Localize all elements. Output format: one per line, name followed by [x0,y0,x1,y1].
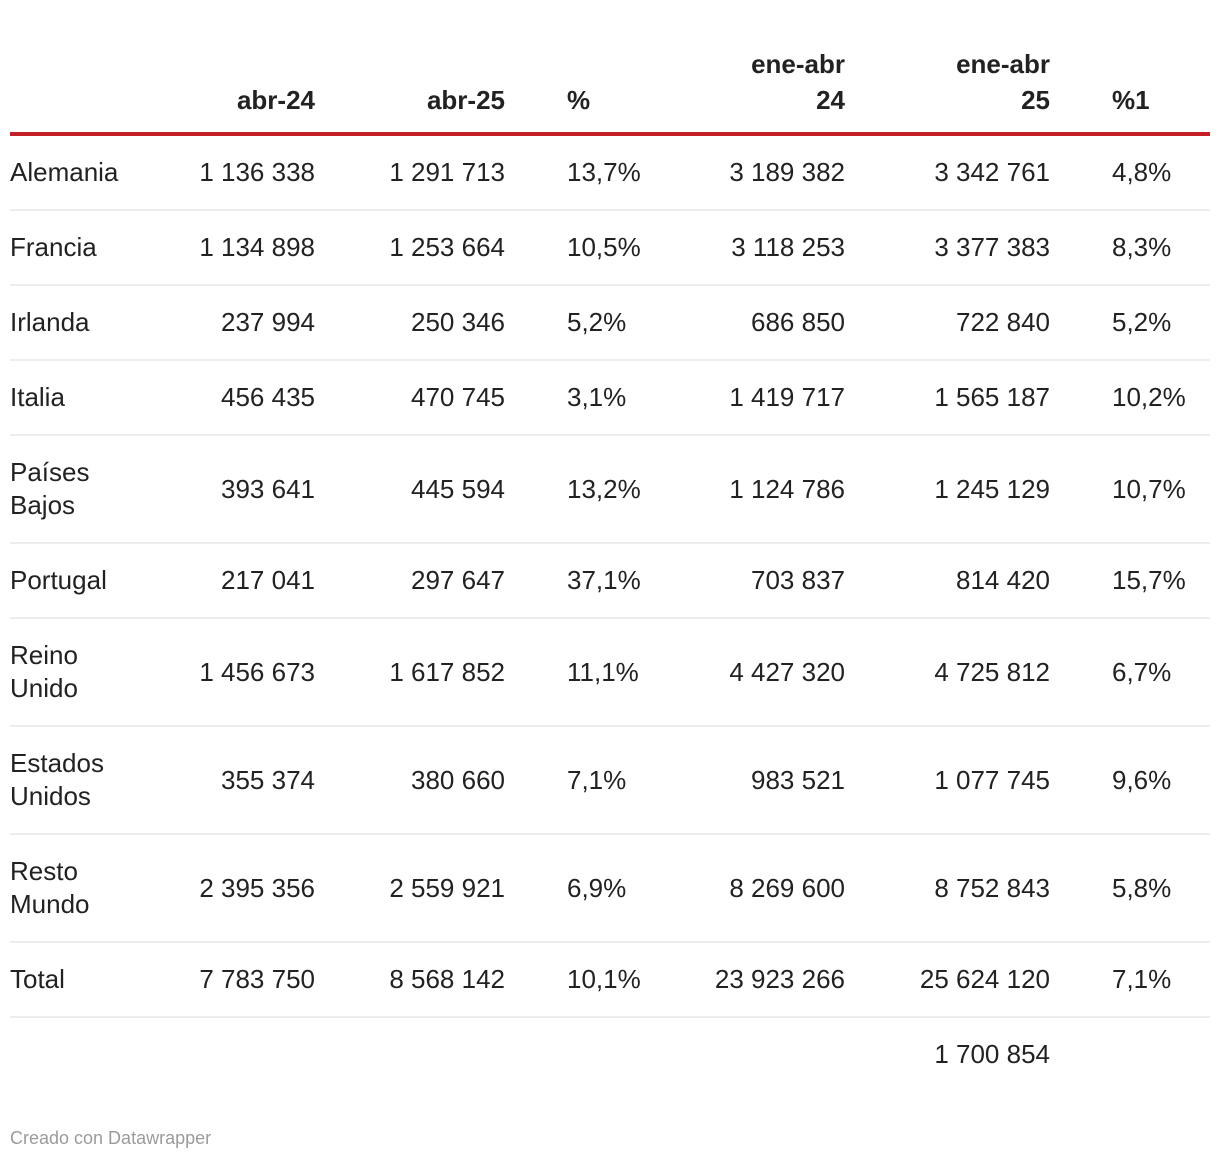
table-cell: 4 725 812 [845,618,1050,727]
table-cell: 983 521 [655,726,845,835]
table-cell [1050,1017,1210,1091]
table-cell: 10,7% [1050,435,1210,544]
table-cell: 393 641 [180,435,315,544]
table-cell: 6,7% [1050,618,1210,727]
column-header-ene-abr-24: ene-abr 24 [655,0,845,136]
table-cell: 10,1% [505,942,655,1018]
row-label: Francia [10,210,180,286]
column-header-abr-24: abr-24 [180,0,315,136]
table-cell: 2 559 921 [315,834,505,943]
table-row: Francia 1 134 898 1 253 664 10,5% 3 118 … [10,210,1210,286]
table-cell: 380 660 [315,726,505,835]
row-label: Italia [10,360,180,436]
table-cell: 8 269 600 [655,834,845,943]
table-cell: 10,5% [505,210,655,286]
row-label: Alemania [10,134,180,211]
header-row: abr-24 abr-25 % ene-abr 24 ene-abr 25 %1 [10,0,1210,136]
row-label: Portugal [10,543,180,619]
table-cell: 8 568 142 [315,942,505,1018]
table-cell: 37,1% [505,543,655,619]
table-cell: 1 565 187 [845,360,1050,436]
table-cell: 7,1% [1050,942,1210,1018]
table-cell: 1 419 717 [655,360,845,436]
table-cell: 250 346 [315,285,505,361]
table-cell: 5,2% [1050,285,1210,361]
row-label [10,1017,180,1091]
table-container: abr-24 abr-25 % ene-abr 24 ene-abr 25 %1… [10,0,1210,1091]
column-header-pct1: %1 [1050,0,1210,136]
table-cell [505,1017,655,1091]
row-label: Estados Unidos [10,726,180,835]
table-cell: 8 752 843 [845,834,1050,943]
table-cell: 1 291 713 [315,134,505,211]
table-cell: 2 395 356 [180,834,315,943]
row-label: Reino Unido [10,618,180,727]
table-cell: 3 377 383 [845,210,1050,286]
table-cell: 1 617 852 [315,618,505,727]
table-cell: 5,2% [505,285,655,361]
table-cell: 722 840 [845,285,1050,361]
column-header-ene-abr-25: ene-abr 25 [845,0,1050,136]
table-cell: 445 594 [315,435,505,544]
column-header-country [10,0,180,136]
row-label: Resto Mundo [10,834,180,943]
table-cell: 686 850 [655,285,845,361]
table-cell: 3 118 253 [655,210,845,286]
table-cell: 11,1% [505,618,655,727]
table-cell: 5,8% [1050,834,1210,943]
table-cell: 3 189 382 [655,134,845,211]
table-cell: 13,7% [505,134,655,211]
table-row: Reino Unido 1 456 673 1 617 852 11,1% 4 … [10,618,1210,727]
table-row: Estados Unidos 355 374 380 660 7,1% 983 … [10,726,1210,835]
table-cell [180,1017,315,1091]
row-label: Irlanda [10,285,180,361]
table-cell: 10,2% [1050,360,1210,436]
column-header-abr-25: abr-25 [315,0,505,136]
table-row: Italia 456 435 470 745 3,1% 1 419 717 1 … [10,360,1210,436]
table-cell: 25 624 120 [845,942,1050,1018]
table-cell: 1 456 673 [180,618,315,727]
table-row: Países Bajos 393 641 445 594 13,2% 1 124… [10,435,1210,544]
table-cell: 1 134 898 [180,210,315,286]
table-cell: 217 041 [180,543,315,619]
row-label: Países Bajos [10,435,180,544]
table-cell: 355 374 [180,726,315,835]
table-cell [655,1017,845,1091]
table-cell: 13,2% [505,435,655,544]
table-cell: 7,1% [505,726,655,835]
table-cell: 297 647 [315,543,505,619]
table-cell: 4 427 320 [655,618,845,727]
table-row-extra: 1 700 854 [10,1017,1210,1091]
table-cell: 15,7% [1050,543,1210,619]
row-label: Total [10,942,180,1018]
table-cell: 4,8% [1050,134,1210,211]
table-cell: 1 700 854 [934,1039,1050,1069]
table-cell: 8,3% [1050,210,1210,286]
table-cell: 456 435 [180,360,315,436]
table-cell: 470 745 [315,360,505,436]
table-cell: 9,6% [1050,726,1210,835]
table-cell: 1 077 745 [845,726,1050,835]
table-cell: 814 420 [845,543,1050,619]
table-row: Irlanda 237 994 250 346 5,2% 686 850 722… [10,285,1210,361]
table-cell: 1 253 664 [315,210,505,286]
table-row: Resto Mundo 2 395 356 2 559 921 6,9% 8 2… [10,834,1210,943]
datawrapper-credit-link[interactable]: Creado con Datawrapper [10,1128,212,1148]
table-row: Portugal 217 041 297 647 37,1% 703 837 8… [10,543,1210,619]
table-cell: 1 124 786 [655,435,845,544]
table-cell: 1 136 338 [180,134,315,211]
table-cell: 6,9% [505,834,655,943]
table-cell: 1 245 129 [845,435,1050,544]
table-cell: 3 342 761 [845,134,1050,211]
column-header-pct: % [505,0,655,136]
table-cell: 7 783 750 [180,942,315,1018]
table-row: Alemania 1 136 338 1 291 713 13,7% 3 189… [10,134,1210,211]
table-cell: 23 923 266 [655,942,845,1018]
table-row-total: Total 7 783 750 8 568 142 10,1% 23 923 2… [10,942,1210,1018]
table-cell: 703 837 [655,543,845,619]
table-cell: 3,1% [505,360,655,436]
table-cell [315,1017,505,1091]
data-table: abr-24 abr-25 % ene-abr 24 ene-abr 25 %1… [10,0,1210,1091]
table-cell: 237 994 [180,285,315,361]
